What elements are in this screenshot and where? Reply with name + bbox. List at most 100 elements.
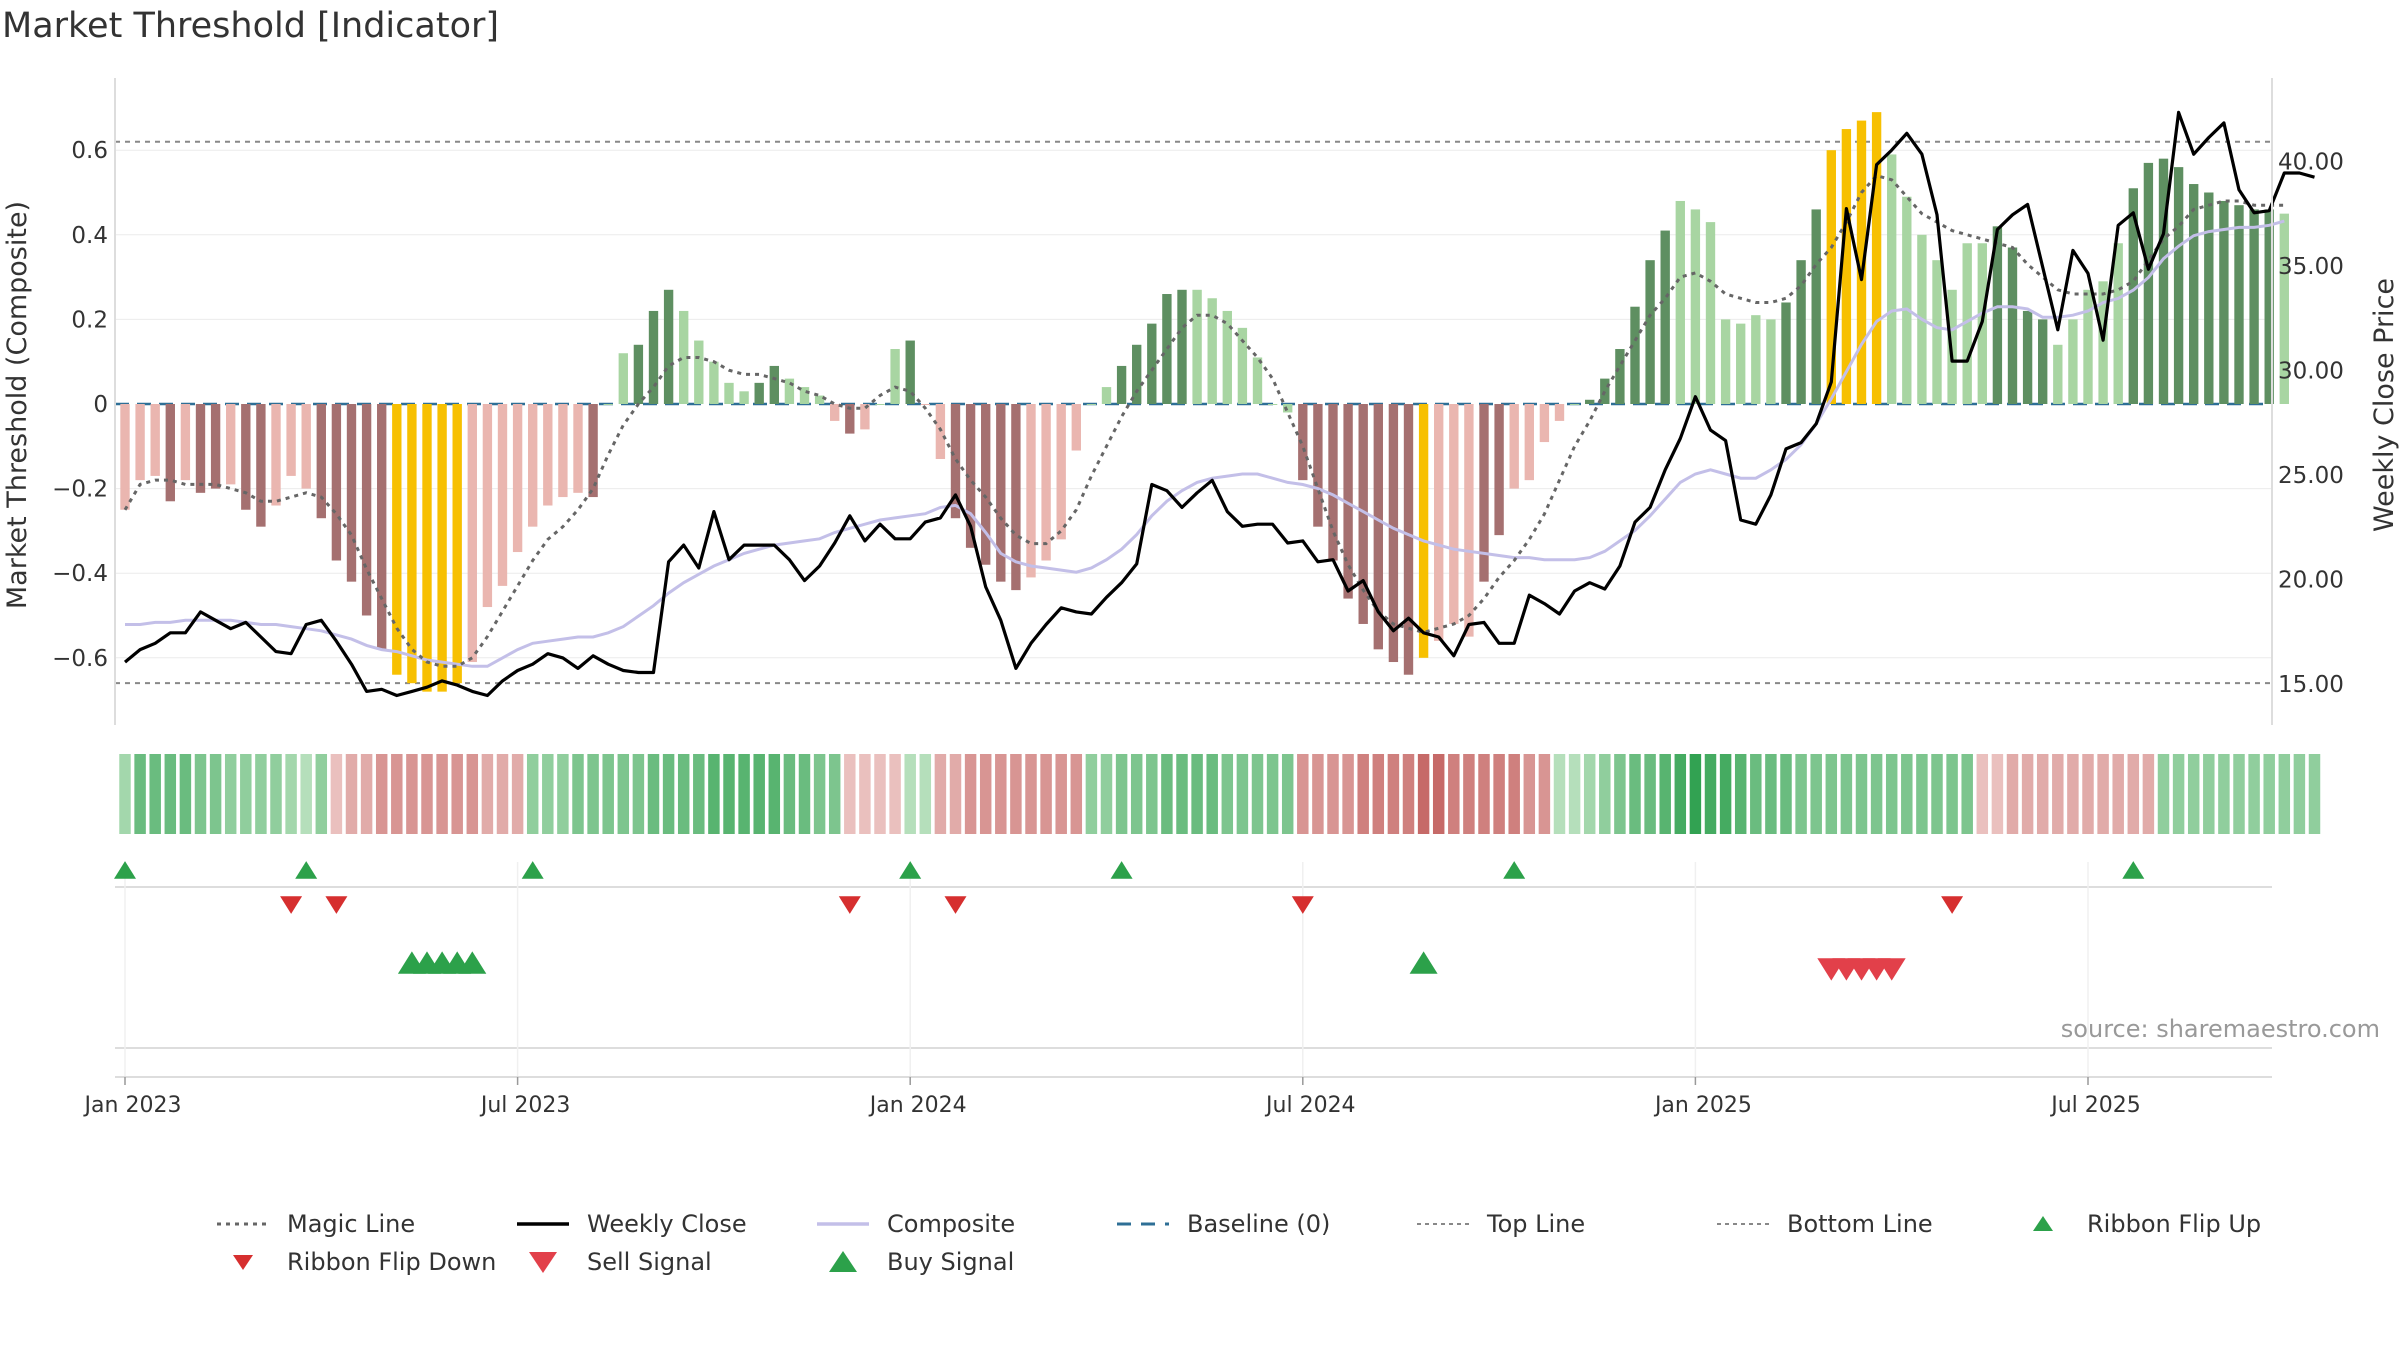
composite-bar xyxy=(1871,112,1882,404)
composite-bar xyxy=(392,404,402,675)
ribbon-cell xyxy=(1810,754,1822,834)
composite-bar xyxy=(1932,260,1942,404)
composite-bar xyxy=(1298,404,1308,481)
ribbon-cell xyxy=(2157,754,2170,834)
composite-bar xyxy=(1101,387,1112,404)
composite-bar xyxy=(1162,294,1172,404)
legend-label: Sell Signal xyxy=(587,1248,712,1276)
composite-bar xyxy=(1388,404,1399,663)
ribbon-cell xyxy=(1568,754,1581,834)
composite-bar xyxy=(482,404,493,608)
ribbon-cell xyxy=(617,754,630,834)
legend-item: Bottom Line xyxy=(1715,1210,2015,1238)
ribbon-cell xyxy=(270,754,282,834)
composite-bar xyxy=(1811,209,1821,404)
ribbon-cell xyxy=(1946,754,1958,834)
composite-bar xyxy=(2219,200,2229,404)
ribbon-cell xyxy=(1266,754,1279,834)
composite-bar xyxy=(1283,404,1293,413)
legend-row-1: Magic Line Weekly Close Composite Baseline … xyxy=(215,1205,2335,1243)
composite-bar xyxy=(2234,205,2244,404)
composite-bar xyxy=(2022,310,2033,404)
composite-bar xyxy=(875,404,885,405)
composite-bar xyxy=(1600,378,1610,404)
ribbon-cell xyxy=(436,754,448,834)
ribbon-cell xyxy=(1659,754,1671,834)
composite-bar xyxy=(1086,404,1097,405)
ribbon-cell xyxy=(1704,754,1717,834)
ribbon-cell xyxy=(360,754,373,834)
ribbon-cell xyxy=(2052,754,2064,834)
chart-title: Market Threshold [Indicator] xyxy=(2,6,500,46)
ribbon-cell xyxy=(1870,754,1883,834)
composite-bar xyxy=(1328,404,1338,561)
composite-bar xyxy=(603,404,613,405)
ribbon-cell xyxy=(194,754,207,834)
composite-bar xyxy=(286,404,296,476)
ribbon-cell xyxy=(1161,754,1173,834)
ribbon-cell xyxy=(1281,754,1294,834)
ribbon-cell xyxy=(1855,754,1868,834)
legend-label: Weekly Close xyxy=(587,1210,747,1238)
composite-bar xyxy=(301,404,311,489)
y2-tick-label: 40.00 xyxy=(2278,150,2344,176)
y-tick-label: 0.2 xyxy=(71,307,108,333)
composite-bar xyxy=(618,353,628,404)
composite-bar xyxy=(1313,404,1323,527)
composite-bar xyxy=(165,404,175,502)
ribbon-cell xyxy=(2021,754,2034,834)
ribbon-cell xyxy=(1765,754,1777,834)
ribbon-cell xyxy=(315,754,328,834)
ribbon-cell xyxy=(2097,754,2109,834)
ribbon-flip-down-marker xyxy=(1941,896,1964,914)
ribbon-cell xyxy=(828,754,841,834)
composite-bars xyxy=(120,112,2289,692)
composite-bar xyxy=(965,404,976,548)
ribbon-flip-down-marker xyxy=(1291,896,1314,914)
composite-bar xyxy=(437,404,447,692)
ribbon-cell xyxy=(1840,754,1853,834)
composite-bar xyxy=(1736,323,1746,404)
composite-bar xyxy=(1615,349,1625,404)
ribbon-cell xyxy=(421,754,433,834)
ribbon-cell xyxy=(2006,754,2019,834)
composite-bar xyxy=(1705,222,1716,404)
composite-bar xyxy=(331,404,342,561)
ribbon-cell xyxy=(1221,754,1234,834)
y2-tick-label: 30.00 xyxy=(2278,359,2344,385)
composite-bar xyxy=(316,404,326,519)
ribbon-cell xyxy=(1040,754,1052,834)
composite-bar xyxy=(845,404,855,434)
composite-bar xyxy=(2098,281,2108,404)
composite-bar xyxy=(890,349,900,404)
legend-label: Composite xyxy=(887,1210,1016,1238)
ribbon-cell xyxy=(1719,754,1732,834)
ribbon-cell xyxy=(2278,754,2291,834)
composite-bar xyxy=(1056,404,1066,540)
ribbon-flip-up-marker xyxy=(2122,861,2145,879)
composite-bar xyxy=(2083,289,2093,404)
ribbon-cell xyxy=(375,754,388,834)
composite-bar xyxy=(2189,184,2199,404)
ribbon-cell xyxy=(2067,754,2079,834)
composite-bar xyxy=(1826,150,1836,404)
ribbon-cell xyxy=(2142,754,2155,834)
composite-bar xyxy=(1509,404,1519,489)
composite-bar xyxy=(830,404,840,421)
composite-bar xyxy=(1449,404,1459,624)
ribbon-cell xyxy=(2082,754,2094,834)
composite-bar xyxy=(1751,315,1761,404)
composite-bar xyxy=(709,361,719,404)
ribbon-cell xyxy=(134,754,146,834)
y2-tick-label: 35.00 xyxy=(2278,254,2344,280)
ribbon-cell xyxy=(1689,754,1702,834)
ribbon-cell xyxy=(1976,754,1989,834)
buy-signal-marker xyxy=(458,951,487,974)
ribbon-cell xyxy=(1236,754,1249,834)
ribbon-cell xyxy=(1146,754,1158,834)
ribbon-cell xyxy=(602,754,614,834)
ribbon-cell xyxy=(572,754,584,834)
composite-bar xyxy=(1645,260,1655,404)
ribbon-cell xyxy=(1614,754,1626,834)
ribbon-cell xyxy=(1402,754,1415,834)
